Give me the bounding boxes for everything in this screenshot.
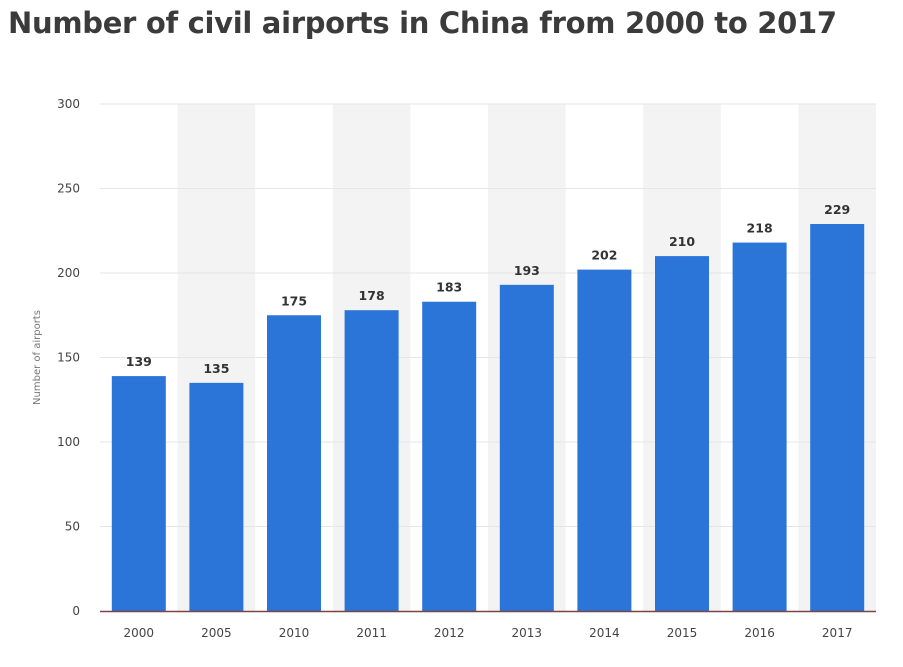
bar-2017 [810,223,865,612]
data-labels: 139 135 175 178 183 193 202 210 218 229 [126,202,850,376]
data-label-2010: 175 [281,293,307,308]
bar-2013 [499,284,554,611]
bar-2010 [267,315,321,611]
y-axis-label: Number of airports [32,310,43,405]
y-tick-label: 200 [57,266,80,280]
x-tick-label-2014: 2014 [589,626,620,640]
data-label-2011: 178 [359,288,385,303]
y-tick-label: 50 [65,520,80,534]
y-tick-label: 300 [57,97,80,111]
y-tick-label: 0 [72,604,80,618]
bar-2000 [111,376,166,611]
chart-title: Number of civil airports in China from 2… [8,6,837,40]
bars [111,223,865,612]
x-tick-label-2015: 2015 [667,626,698,640]
x-tick-label-2016: 2016 [744,626,775,640]
bar-2012 [422,301,477,611]
x-tick-label-2000: 2000 [124,626,155,640]
data-label-2014: 202 [591,248,617,263]
data-label-2005: 135 [203,361,229,376]
x-tick-label-2011: 2011 [356,626,387,640]
y-tick-label: 100 [57,435,80,449]
data-label-2017: 229 [824,202,850,217]
x-tick-labels: 2000 2005 2010 2011 2012 2013 2014 2015 2016 2017 [124,626,853,640]
bar-2014 [577,269,632,611]
x-tick-label-2017: 2017 [822,626,853,640]
y-tick-label: 250 [57,182,80,196]
bar-2015 [655,256,709,611]
bar-2011 [344,310,399,611]
y-tick-labels: 0 50 100 150 200 250 300 [57,97,80,618]
data-label-2015: 210 [669,234,695,249]
bar-2005 [189,382,244,611]
data-label-2016: 218 [747,221,773,236]
data-label-2012: 183 [436,280,462,295]
x-tick-label-2013: 2013 [512,626,543,640]
data-label-2000: 139 [126,354,152,369]
y-tick-label: 150 [57,351,80,365]
x-tick-label-2012: 2012 [434,626,465,640]
data-label-2013: 193 [514,263,540,278]
bar-2016 [732,242,787,611]
x-tick-label-2005: 2005 [201,626,232,640]
x-tick-label-2010: 2010 [279,626,310,640]
